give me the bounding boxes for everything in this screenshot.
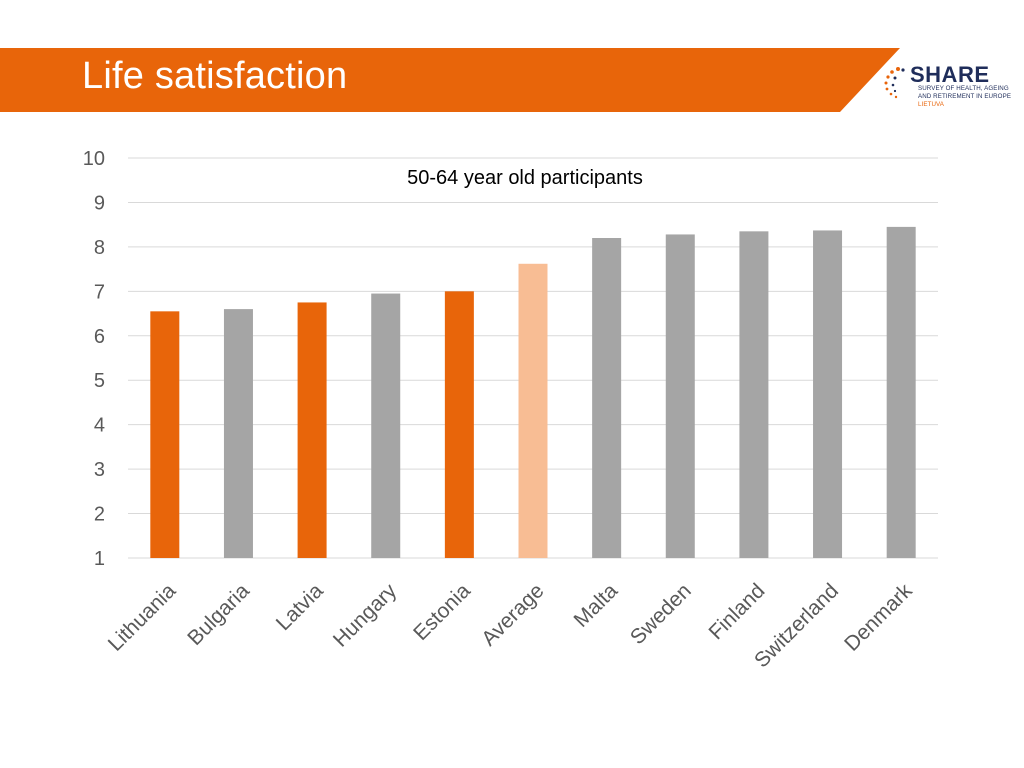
x-tick-label-denmark: Denmark: [840, 579, 917, 656]
header-banner-shape: [0, 48, 900, 112]
x-tick-label-finland: Finland: [704, 579, 769, 644]
y-tick-label-6: 6: [94, 326, 105, 348]
chart-title: 50-64 year old participants: [407, 167, 643, 189]
bar-estonia: [444, 291, 474, 558]
bar-lithuania: [150, 311, 180, 558]
bar-finland: [739, 231, 769, 559]
x-tick-label-lithuania: Lithuania: [104, 579, 181, 656]
logo-tagline-2: AND RETIREMENT IN EUROPE: [918, 93, 1012, 100]
y-tick-label-9: 9: [94, 192, 105, 214]
x-tick-label-sweden: Sweden: [626, 579, 696, 649]
y-tick-label-1: 1: [94, 548, 105, 570]
bar-average: [518, 263, 548, 558]
y-tick-label-4: 4: [94, 415, 105, 437]
y-tick-label-5: 5: [94, 370, 105, 392]
share-logo-icon: [884, 67, 905, 99]
x-tick-label-bulgaria: Bulgaria: [183, 579, 254, 650]
x-tick-label-latvia: Latvia: [272, 579, 328, 635]
logo-country: LIETUVA: [918, 101, 945, 108]
y-tick-label-7: 7: [94, 281, 105, 303]
x-tick-label-estonia: Estonia: [409, 579, 475, 645]
logo-wordmark: SHARE: [910, 62, 990, 87]
header-bar: [0, 48, 1024, 112]
y-tick-label-3: 3: [94, 459, 105, 481]
x-tick-label-average: Average: [477, 579, 548, 650]
bar-malta: [592, 238, 622, 558]
bar-hungary: [371, 293, 401, 558]
share-logo: SHARE SURVEY OF HEALTH, AGEING AND RETIR…: [880, 60, 1024, 110]
bar-sweden: [665, 234, 695, 558]
y-tick-label-8: 8: [94, 237, 105, 259]
x-tick-label-malta: Malta: [570, 579, 623, 632]
logo-tagline-1: SURVEY OF HEALTH, AGEING: [918, 85, 1009, 92]
bar-denmark: [886, 226, 916, 558]
bar-bulgaria: [223, 309, 253, 558]
bar-switzerland: [813, 230, 843, 558]
x-tick-label-hungary: Hungary: [329, 579, 402, 652]
y-tick-label-10: 10: [83, 148, 105, 170]
slide-title: Life satisfaction: [82, 55, 348, 97]
bar-latvia: [297, 302, 327, 558]
y-tick-label-2: 2: [94, 504, 105, 526]
